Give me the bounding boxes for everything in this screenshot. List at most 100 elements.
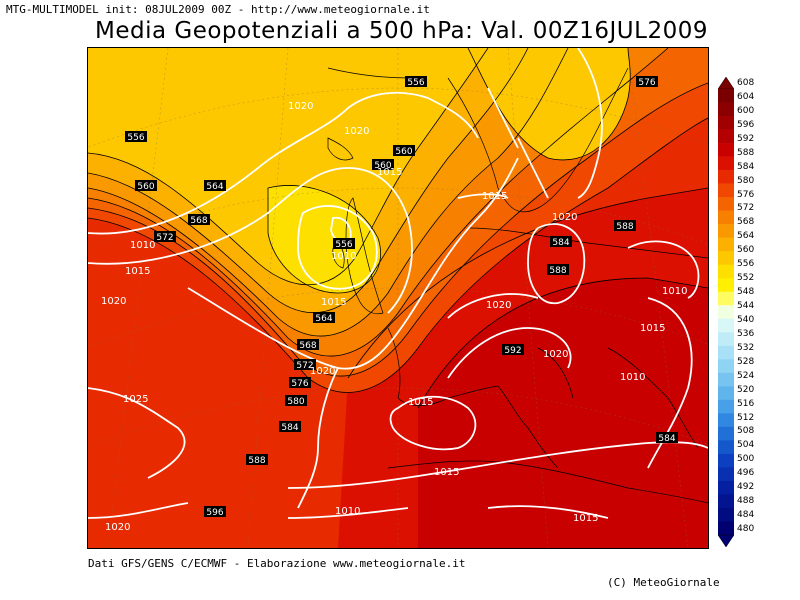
colorbar-level: 548 xyxy=(737,287,755,298)
colorbar-level: 524 xyxy=(737,370,755,381)
geo-label: 584 xyxy=(281,423,298,433)
geo-label: 584 xyxy=(658,434,675,444)
colorbar-swatch xyxy=(718,143,734,157)
geopotential-map: 556 560 560 564 568 572 576 580 584 588 … xyxy=(88,48,708,548)
colorbar-swatch xyxy=(718,413,734,428)
colorbar-level: 508 xyxy=(737,426,755,437)
geo-label: 556 xyxy=(335,240,352,250)
colorbar-swatch xyxy=(718,494,734,509)
colorbar-level: 592 xyxy=(737,133,755,144)
isobar-label: 1025 xyxy=(123,394,148,405)
colorbar-level: 564 xyxy=(737,231,755,242)
geo-label: 580 xyxy=(287,397,304,407)
isobar-label: 1015 xyxy=(125,266,150,277)
colorbar-level: 560 xyxy=(737,245,755,256)
colorbar-swatch xyxy=(718,440,734,455)
copyright: (C) MeteoGiornale xyxy=(607,576,720,589)
colorbar-level: 484 xyxy=(737,510,755,521)
isobar-label: 1020 xyxy=(288,101,313,112)
field-560-north xyxy=(468,48,631,160)
colorbar-swatch xyxy=(718,197,734,211)
colorbar-swatch xyxy=(718,507,734,522)
colorbar-swatch xyxy=(718,359,734,374)
isobar-label: 1015 xyxy=(408,397,433,408)
geo-label: 556 xyxy=(127,133,144,143)
geo-label: 568 xyxy=(299,341,316,351)
colorbar-level: 528 xyxy=(737,356,755,367)
colorbar-swatch xyxy=(718,291,734,306)
colorbar-level: 588 xyxy=(737,147,755,158)
colorbar-level: 600 xyxy=(737,105,755,116)
colorbar-level: 608 xyxy=(737,78,755,88)
colorbar-level: 516 xyxy=(737,398,755,409)
geo-label: 588 xyxy=(549,266,566,276)
geo-label: 592 xyxy=(504,346,521,356)
isobar-label: 1015 xyxy=(573,513,598,524)
colorbar xyxy=(717,76,735,548)
colorbar-level: 596 xyxy=(737,119,755,130)
isobar-label: 1020 xyxy=(552,212,577,223)
colorbar-swatch xyxy=(718,399,734,414)
colorbar-level: 568 xyxy=(737,217,755,228)
colorbar-swatch xyxy=(718,278,734,293)
colorbar-swatch xyxy=(718,156,734,171)
geo-label: 560 xyxy=(374,161,391,171)
geo-label: 560 xyxy=(395,147,412,157)
geo-label: 596 xyxy=(206,508,223,518)
isobar-label: 1020 xyxy=(101,296,126,307)
isobar-label: 1015 xyxy=(321,297,346,308)
colorbar-swatch xyxy=(718,372,734,387)
colorbar-bottom-arrow xyxy=(717,534,735,548)
colorbar-swatch xyxy=(718,521,734,536)
coastlines xyxy=(327,67,708,504)
colorbar-swatch xyxy=(718,318,734,333)
isobar-label: 1020 xyxy=(310,366,335,377)
colorbar-level: 544 xyxy=(737,301,755,311)
isobar-label: 1015 xyxy=(640,323,665,334)
geo-label: 572 xyxy=(156,233,173,243)
colorbar-swatch xyxy=(718,386,734,401)
isobar-label: 1020 xyxy=(486,300,511,311)
colorbar-swatch xyxy=(718,264,734,279)
colorbar-level: 604 xyxy=(737,91,755,102)
isobar-label: 1010 xyxy=(331,251,356,262)
isobar-label: 1015 xyxy=(482,191,507,202)
colorbar-level: 500 xyxy=(737,454,755,465)
colorbar-level: 496 xyxy=(737,468,755,479)
colorbar-level: 532 xyxy=(737,342,755,353)
colorbar-swatch xyxy=(718,467,734,482)
geo-label: 572 xyxy=(296,361,313,371)
isobar-label: 1010 xyxy=(620,372,645,383)
geo-label: 584 xyxy=(552,238,569,248)
isobar-label: 1010 xyxy=(335,506,360,517)
colorbar-level: 576 xyxy=(737,189,755,200)
isobar-label: 1015 xyxy=(377,167,402,178)
geo-label: 560 xyxy=(137,182,154,192)
colorbar-level: 552 xyxy=(737,273,755,284)
colorbar-swatch xyxy=(718,480,734,495)
geo-label: 556 xyxy=(407,78,424,88)
map-panel: 556 560 560 564 568 572 576 580 584 588 … xyxy=(87,47,709,549)
colorbar-swatch xyxy=(718,89,734,103)
colorbar-level: 584 xyxy=(737,161,755,172)
header-subtitle: MTG-MULTIMODEL init: 08JUL2009 00Z - htt… xyxy=(6,3,430,16)
map-title: Media Geopotenziali a 500 hPa: Val. 00Z1… xyxy=(95,18,708,44)
isobar-label: 1020 xyxy=(344,126,369,137)
colorbar-level: 492 xyxy=(737,482,755,493)
geo-label: 576 xyxy=(638,78,655,88)
data-source: Dati GFS/GENS C/ECMWF - Elaborazione www… xyxy=(88,557,466,570)
colorbar-level: 580 xyxy=(737,175,755,186)
geo-label: 568 xyxy=(190,216,207,226)
geo-label: 588 xyxy=(616,222,633,232)
colorbar-level: 512 xyxy=(737,412,755,423)
colorbar-svg xyxy=(717,76,735,548)
colorbar-swatch xyxy=(718,102,734,117)
colorbar-swatch xyxy=(718,305,734,320)
colorbar-level: 572 xyxy=(737,203,755,214)
colorbar-swatch xyxy=(718,453,734,468)
geo-label: 588 xyxy=(248,456,265,466)
geopotential-contours xyxy=(88,48,708,409)
colorbar-swatch xyxy=(718,237,734,252)
geo-label: 564 xyxy=(315,314,332,324)
colorbar-level: 504 xyxy=(737,440,755,451)
